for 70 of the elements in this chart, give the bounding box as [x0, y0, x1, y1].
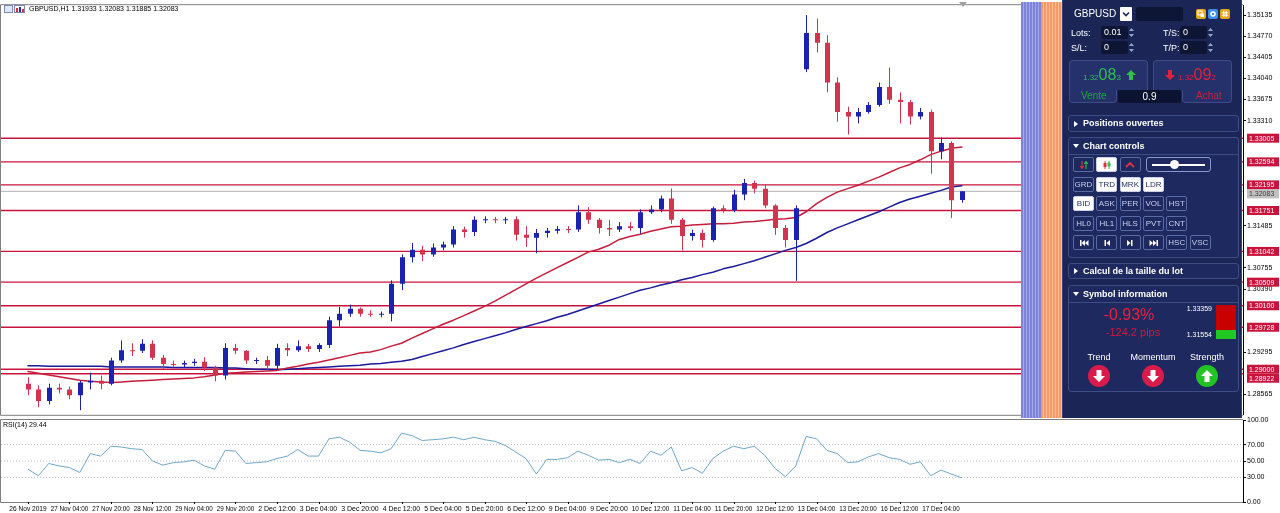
button: HST	[1166, 196, 1188, 211]
button: HL1	[1096, 216, 1118, 231]
input-field: 0	[1180, 26, 1207, 39]
candlestick	[130, 342, 135, 357]
candlestick	[410, 242, 415, 263]
text: Calcul de la taille du lot	[1083, 265, 1184, 277]
candlestick	[576, 204, 581, 233]
candlestick	[846, 106, 851, 135]
candlestick	[939, 136, 944, 160]
candlestick	[150, 339, 155, 361]
candlestick	[783, 224, 788, 248]
candlestick	[877, 82, 882, 108]
text: GBPUSD	[1074, 8, 1117, 20]
candlestick	[534, 228, 539, 254]
button: TRD	[1096, 177, 1118, 192]
text: Strength	[1189, 351, 1225, 363]
button: GRD	[1073, 177, 1094, 192]
candlestick	[742, 178, 747, 201]
text: Symbol information	[1083, 288, 1168, 300]
candlestick	[763, 184, 768, 209]
button: VOL	[1143, 196, 1164, 211]
button: PER	[1119, 196, 1141, 211]
candlestick	[680, 217, 685, 251]
text: 1.32092	[1178, 66, 1216, 83]
input-field: 0.01	[1101, 26, 1128, 39]
candlestick	[337, 306, 342, 328]
candlestick	[732, 189, 737, 213]
text: Achat	[1196, 90, 1222, 102]
candlestick	[451, 225, 456, 248]
candlestick	[78, 380, 83, 411]
candlestick	[773, 203, 778, 236]
candlestick	[669, 188, 674, 225]
candlestick	[472, 215, 477, 237]
text: T/P:	[1163, 42, 1180, 54]
button: MRK	[1119, 177, 1141, 192]
candlestick	[109, 357, 114, 386]
button: ASK	[1096, 196, 1118, 211]
candlestick	[887, 67, 892, 105]
button: HL0	[1073, 216, 1094, 231]
input-field: 0	[1180, 41, 1207, 54]
candlestick	[47, 383, 52, 405]
text: Momentum	[1130, 351, 1176, 363]
candlestick	[368, 309, 373, 318]
text: Vente	[1081, 90, 1107, 102]
text: 1.32083	[1083, 66, 1121, 83]
candlestick	[638, 208, 643, 235]
input-field: 0	[1101, 41, 1128, 54]
candlestick	[275, 343, 280, 371]
candlestick	[908, 99, 913, 126]
candlestick	[119, 339, 124, 364]
candlestick	[36, 384, 41, 408]
candlestick	[524, 225, 529, 248]
text: Positions ouvertes	[1083, 118, 1164, 129]
button: PVT	[1143, 216, 1164, 231]
button: HLS	[1119, 216, 1141, 231]
button: HSC	[1166, 235, 1188, 250]
text: Chart controls	[1083, 140, 1145, 152]
candlestick	[514, 215, 519, 242]
text: T/S:	[1163, 27, 1180, 39]
text: -0.93%	[1103, 305, 1155, 325]
text: -124.2 pips	[1105, 326, 1161, 340]
text: Lots:	[1071, 27, 1091, 39]
input-field: 0.9	[1118, 90, 1181, 103]
button: LDR	[1143, 177, 1164, 192]
text: S/L:	[1071, 42, 1088, 54]
button: BID	[1073, 196, 1094, 211]
button: CNT	[1166, 216, 1188, 231]
button: VSC	[1189, 235, 1211, 250]
candlestick	[815, 17, 820, 54]
text: Trend	[1087, 351, 1111, 363]
